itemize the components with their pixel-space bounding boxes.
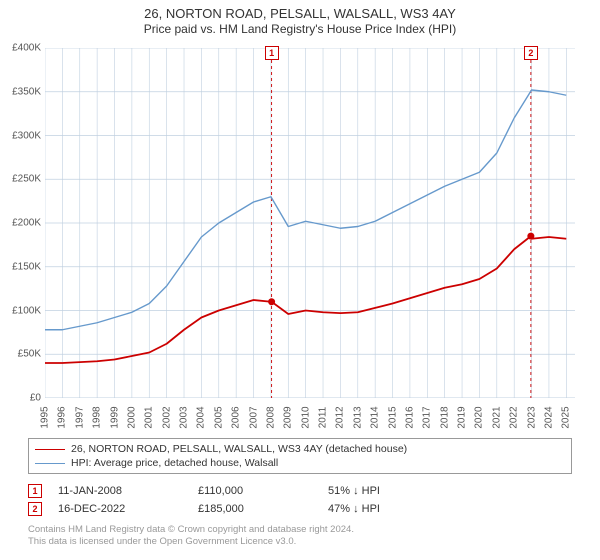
x-axis-label: 2017 (422, 406, 433, 428)
attribution-footer: Contains HM Land Registry data © Crown c… (28, 524, 572, 548)
y-axis-label: £150K (12, 261, 41, 272)
legend-swatch (35, 463, 65, 464)
x-axis-label: 2003 (179, 406, 190, 428)
y-axis-label: £100K (12, 305, 41, 316)
x-axis-label: 1999 (109, 406, 120, 428)
event-marker-small: 1 (28, 484, 42, 498)
x-axis-label: 1995 (40, 406, 51, 428)
x-axis-label: 2024 (543, 406, 554, 428)
x-axis-label: 2010 (300, 406, 311, 428)
x-axis-label: 2016 (404, 406, 415, 428)
legend-row: HPI: Average price, detached house, Wals… (35, 456, 565, 470)
event-hpi-diff: 47% ↓ HPI (328, 503, 448, 515)
x-axis-label: 2019 (457, 406, 468, 428)
x-axis-label: 2004 (196, 406, 207, 428)
x-axis-label: 2022 (509, 406, 520, 428)
x-axis-label: 2002 (161, 406, 172, 428)
x-axis-label: 2001 (144, 406, 155, 428)
event-date: 16-DEC-2022 (58, 503, 198, 515)
x-axis-label: 2007 (248, 406, 259, 428)
y-axis-label: £300K (12, 130, 41, 141)
event-row: 1 11-JAN-2008£110,00051% ↓ HPI (28, 482, 572, 500)
event-price: £185,000 (198, 503, 328, 515)
event-marker: 1 (265, 46, 279, 60)
y-axis-label: £250K (12, 174, 41, 185)
y-axis-label: £0 (30, 393, 41, 404)
x-axis-label: 2020 (474, 406, 485, 428)
x-axis-label: 1997 (74, 406, 85, 428)
event-row: 2 16-DEC-2022£185,00047% ↓ HPI (28, 500, 572, 518)
x-axis-label: 2018 (439, 406, 450, 428)
footer-line: This data is licensed under the Open Gov… (28, 536, 572, 548)
x-axis-label: 2005 (213, 406, 224, 428)
x-axis-label: 2006 (231, 406, 242, 428)
legend-label: HPI: Average price, detached house, Wals… (71, 457, 278, 469)
legend-swatch (35, 449, 65, 450)
y-axis-label: £400K (12, 43, 41, 54)
x-axis-label: 2014 (370, 406, 381, 428)
x-axis-label: 2013 (352, 406, 363, 428)
x-axis-label: 2009 (283, 406, 294, 428)
event-marker-small: 2 (28, 502, 42, 516)
x-axis-label: 2012 (335, 406, 346, 428)
chart-subtitle: Price paid vs. HM Land Registry's House … (0, 22, 600, 36)
chart-plot-area: £0£50K£100K£150K£200K£250K£300K£350K£400… (45, 48, 575, 398)
y-axis-label: £350K (12, 86, 41, 97)
chart-svg (45, 48, 575, 398)
legend-label: 26, NORTON ROAD, PELSALL, WALSALL, WS3 4… (71, 443, 407, 455)
x-axis-label: 2000 (126, 406, 137, 428)
events-table: 1 11-JAN-2008£110,00051% ↓ HPI 2 16-DEC-202… (28, 482, 572, 518)
x-axis-label: 2015 (387, 406, 398, 428)
y-axis-label: £50K (18, 349, 41, 360)
event-date: 11-JAN-2008 (58, 485, 198, 497)
legend: 26, NORTON ROAD, PELSALL, WALSALL, WS3 4… (28, 438, 572, 474)
legend-row: 26, NORTON ROAD, PELSALL, WALSALL, WS3 4… (35, 442, 565, 456)
event-hpi-diff: 51% ↓ HPI (328, 485, 448, 497)
x-axis-label: 2023 (526, 406, 537, 428)
chart-container: 26, NORTON ROAD, PELSALL, WALSALL, WS3 4… (0, 0, 600, 560)
event-price: £110,000 (198, 485, 328, 497)
x-axis-label: 2021 (491, 406, 502, 428)
chart-title: 26, NORTON ROAD, PELSALL, WALSALL, WS3 4… (0, 6, 600, 21)
x-axis-label: 2011 (318, 407, 329, 429)
event-marker: 2 (524, 46, 538, 60)
footer-line: Contains HM Land Registry data © Crown c… (28, 524, 572, 536)
x-axis-label: 2025 (561, 406, 572, 428)
series-point (527, 233, 534, 240)
series-point (268, 298, 275, 305)
titles: 26, NORTON ROAD, PELSALL, WALSALL, WS3 4… (0, 0, 600, 36)
x-axis-label: 2008 (265, 406, 276, 428)
x-axis-label: 1998 (92, 406, 103, 428)
y-axis-label: £200K (12, 218, 41, 229)
x-axis-label: 1996 (57, 406, 68, 428)
